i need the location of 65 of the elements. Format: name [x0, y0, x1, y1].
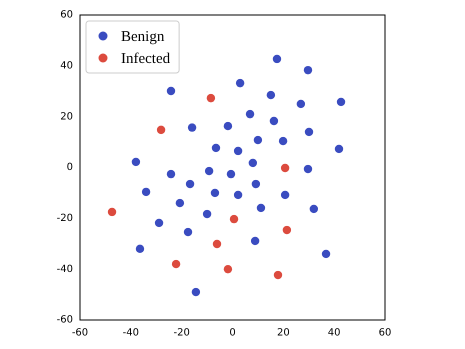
- y-tick-label: -60: [56, 314, 73, 326]
- point: [154, 218, 164, 228]
- point: [224, 122, 232, 130]
- point: [186, 180, 194, 188]
- point: [166, 170, 176, 178]
- point: [280, 164, 290, 172]
- point: [304, 164, 312, 174]
- point: [212, 240, 222, 248]
- x-tick-label: 60: [378, 328, 392, 339]
- point: [210, 188, 220, 198]
- y-tick-label: -20: [56, 212, 73, 224]
- point: [108, 208, 116, 216]
- point: [234, 190, 242, 200]
- x-tick-label: 20: [276, 328, 290, 339]
- point: [334, 144, 344, 154]
- point: [188, 123, 196, 132]
- x-tick-label: -20: [173, 328, 190, 339]
- x-tick-label: -60: [72, 328, 88, 339]
- point: [236, 78, 244, 88]
- point: [230, 214, 238, 224]
- y-tick-label: 20: [60, 111, 73, 122]
- point: [336, 98, 346, 106]
- x-tick-label: -40: [122, 328, 140, 339]
- point: [272, 54, 282, 64]
- point: [224, 264, 232, 274]
- point: [254, 136, 262, 144]
- point: [176, 198, 184, 208]
- x-tick-label: 0: [229, 328, 236, 339]
- point: [142, 188, 150, 196]
- point: [322, 250, 330, 258]
- point: [246, 110, 254, 118]
- point: [184, 228, 192, 236]
- y-tick-label: 0: [66, 162, 73, 174]
- point: [202, 210, 212, 218]
- point: [266, 90, 276, 100]
- point: [296, 100, 306, 108]
- point: [192, 288, 200, 296]
- point: [212, 144, 220, 152]
- point: [274, 270, 282, 280]
- point: [172, 260, 180, 268]
- point: [204, 166, 214, 176]
- y-tick-label: 60: [60, 10, 73, 21]
- point: [280, 190, 290, 200]
- point: [206, 94, 216, 102]
- point: [136, 244, 144, 254]
- point: [252, 180, 260, 188]
- y-tick-label: 40: [60, 60, 73, 72]
- point: [226, 170, 236, 178]
- point: [310, 204, 318, 214]
- point: [132, 158, 140, 166]
- point: [234, 146, 242, 156]
- point: [270, 116, 278, 126]
- legend-label: Benign: [121, 28, 165, 45]
- point: [166, 86, 176, 96]
- point: [304, 66, 312, 74]
- point: [304, 128, 314, 136]
- legend-label: Infected: [121, 50, 171, 67]
- y-tick-label: -40: [56, 264, 73, 275]
- point: [282, 226, 292, 234]
- x-tick-label: 40: [328, 328, 341, 339]
- point: [278, 136, 288, 146]
- point: [248, 158, 258, 168]
- point: [250, 236, 260, 246]
- point: [156, 126, 166, 134]
- point: [256, 204, 266, 212]
